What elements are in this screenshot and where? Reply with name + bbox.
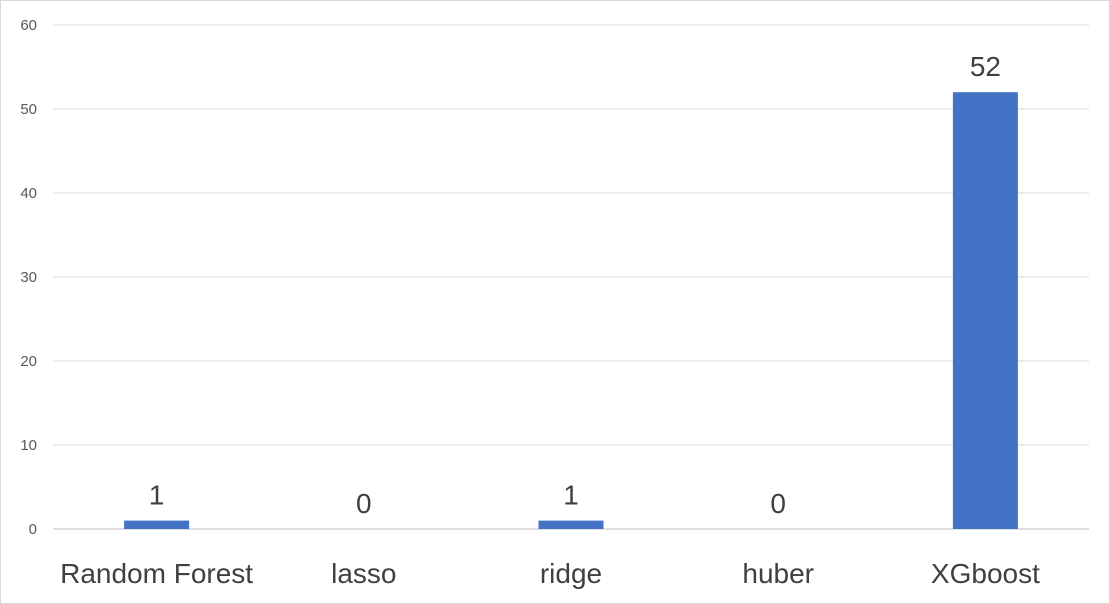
y-tick-label: 30 [20, 269, 37, 286]
y-tick-label: 0 [29, 521, 37, 538]
bar-4 [952, 92, 1018, 529]
data-label-3: 0 [770, 488, 786, 519]
x-tick-label-2: ridge [540, 558, 602, 589]
data-label-0: 1 [149, 480, 165, 511]
y-tick-label: 20 [20, 353, 37, 370]
y-tick-label: 40 [20, 185, 37, 202]
y-tick-label: 10 [20, 437, 37, 454]
x-tick-label-1: lasso [331, 558, 396, 589]
y-tick-label: 60 [20, 17, 37, 34]
x-tick-label-0: Random Forest [60, 558, 253, 589]
y-tick-label: 50 [20, 101, 37, 118]
x-tick-label-3: huber [742, 558, 814, 589]
data-label-2: 1 [563, 480, 579, 511]
bar-2 [538, 520, 604, 529]
bar-0 [124, 520, 190, 529]
data-label-1: 0 [356, 488, 372, 519]
x-tick-label-4: XGboost [931, 558, 1040, 589]
data-label-4: 52 [970, 51, 1001, 82]
